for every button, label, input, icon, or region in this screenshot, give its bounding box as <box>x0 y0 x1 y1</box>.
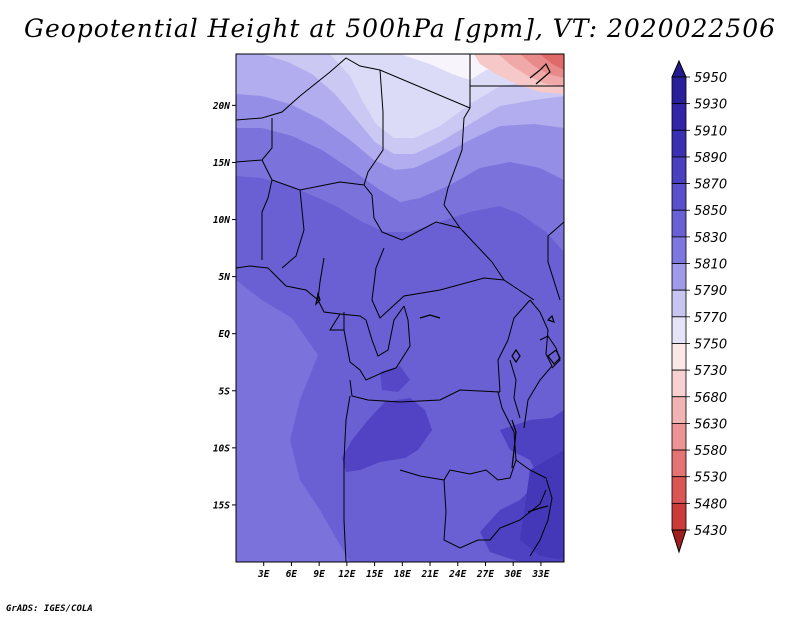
colorbar-segment <box>671 103 687 131</box>
field-5850-west <box>236 280 350 562</box>
height-field <box>236 54 564 562</box>
colorbar-label: 5480 <box>694 497 727 512</box>
colorbar-top-tip <box>671 59 687 78</box>
colorbar-segment <box>671 423 687 451</box>
colorbar-segment <box>671 263 687 291</box>
lon-tick-label: 30E <box>504 569 522 580</box>
colorbar-label: 5630 <box>694 417 727 432</box>
colorbar-label: 5890 <box>694 151 727 166</box>
colorbar-label: 5810 <box>694 258 727 273</box>
lon-tick-label: 3E <box>257 569 270 580</box>
colorbar-label: 5580 <box>694 444 727 459</box>
lat-tick-label: EQ <box>219 329 231 340</box>
latitude-axis: 20N 15N 10N 5N EQ 5S 10S 15S <box>212 101 236 511</box>
colorbar-label: 5870 <box>694 178 727 193</box>
lat-tick-label: 5S <box>219 386 231 397</box>
colorbar-segment <box>671 183 687 211</box>
colorbar: 5950 5930 5910 5890 5870 5850 5830 5810 5790 5770… <box>671 59 727 554</box>
field-5890-b <box>380 366 410 392</box>
colorbar-label: 5830 <box>694 231 727 246</box>
lat-tick-label: 10S <box>213 443 230 454</box>
colorbar-segment <box>671 369 687 398</box>
lon-tick-label: 6E <box>286 569 298 580</box>
colorbar-segment <box>671 289 687 318</box>
longitude-axis: 3E 6E 9E 12E 15E 18E 21E 24E 27E 30E 33E <box>257 562 550 580</box>
colorbar-segment <box>671 156 687 184</box>
colorbar-label: 5750 <box>694 337 727 352</box>
lat-tick-label: 20N <box>212 101 230 112</box>
lon-tick-label: 24E <box>448 569 466 580</box>
colorbar-segment <box>671 502 687 531</box>
colorbar-segment <box>671 343 687 371</box>
grads-credit: GrADS: IGES/COLA <box>6 604 93 614</box>
colorbar-label: 5770 <box>694 311 727 326</box>
colorbar-label: 5790 <box>694 284 727 299</box>
lakes <box>315 62 561 513</box>
colorbar-label: 5850 <box>694 204 727 219</box>
colorbar-bottom-tip <box>671 529 687 554</box>
lon-tick-label: 9E <box>313 569 325 580</box>
colorbar-segment <box>671 396 687 424</box>
colorbar-label: 5530 <box>694 471 727 486</box>
lon-tick-label: 15E <box>366 569 383 580</box>
chart-title: Geopotential Height at 500hPa [gpm], VT:… <box>23 14 777 43</box>
lon-tick-label: 18E <box>394 569 411 580</box>
colorbar-segment <box>671 129 687 158</box>
colorbar-label: 5930 <box>694 98 727 113</box>
field-5580 <box>540 54 564 70</box>
lon-tick-label: 21E <box>420 569 438 580</box>
field-5910-d <box>520 450 564 560</box>
colorbar-label: 5730 <box>694 364 727 379</box>
colorbar-segment <box>671 476 687 504</box>
colorbar-segment <box>671 316 687 344</box>
colorbar-label: 5430 <box>694 524 727 539</box>
colorbar-segment <box>671 236 687 264</box>
colorbar-label: 5910 <box>694 124 727 139</box>
country-borders <box>236 54 564 562</box>
field-5890-a <box>342 398 432 472</box>
colorbar-segment <box>671 209 687 238</box>
colorbar-label: 5950 <box>694 71 727 86</box>
lat-tick-label: 10N <box>213 215 230 226</box>
colorbar-segment <box>671 76 687 105</box>
lon-tick-label: 27E <box>476 569 494 580</box>
lat-tick-label: 15S <box>213 500 230 511</box>
lat-tick-label: 15N <box>213 158 230 169</box>
colorbar-segment <box>671 449 687 478</box>
colorbar-label: 5680 <box>694 391 727 406</box>
lat-tick-label: 5N <box>219 272 231 283</box>
lon-tick-label: 12E <box>338 569 355 580</box>
lon-tick-label: 33E <box>531 569 549 580</box>
map-frame <box>235 53 565 563</box>
